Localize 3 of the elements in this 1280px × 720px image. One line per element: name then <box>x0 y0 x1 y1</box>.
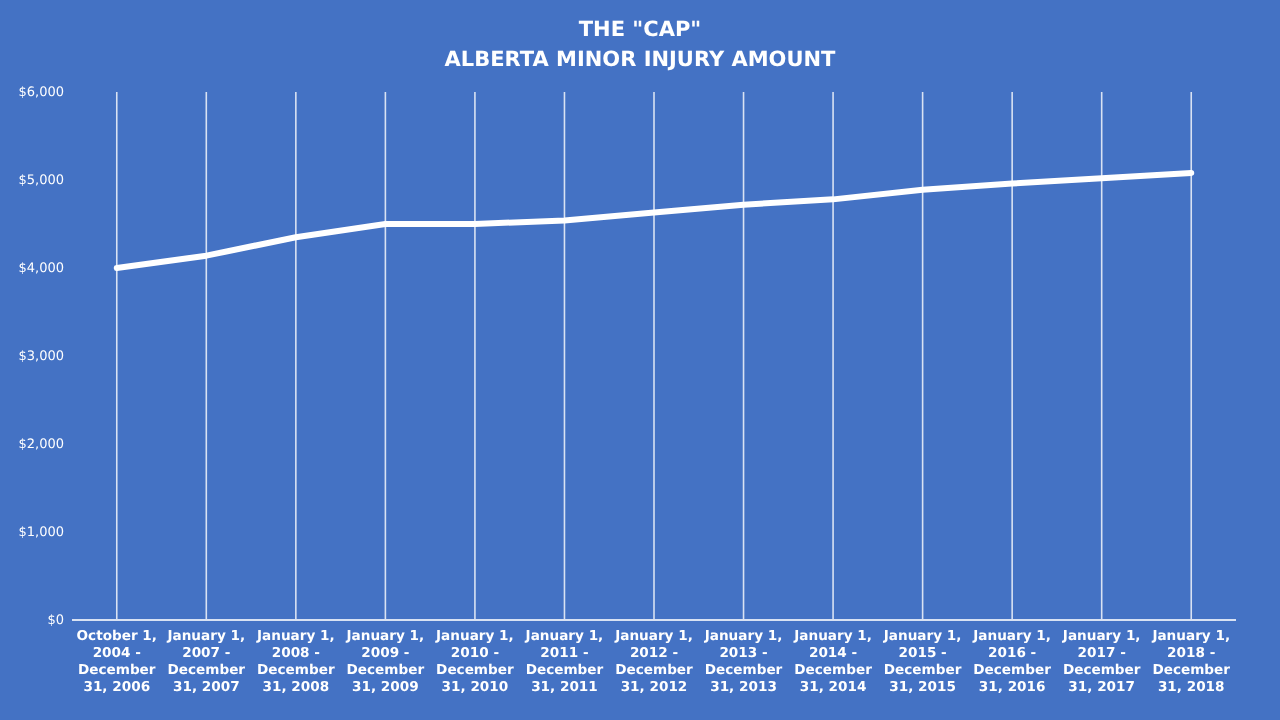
chart-title: THE "CAP" <box>578 18 702 42</box>
line-series <box>113 169 1195 271</box>
chart-subtitle: ALBERTA MINOR INJURY AMOUNT <box>444 48 838 72</box>
